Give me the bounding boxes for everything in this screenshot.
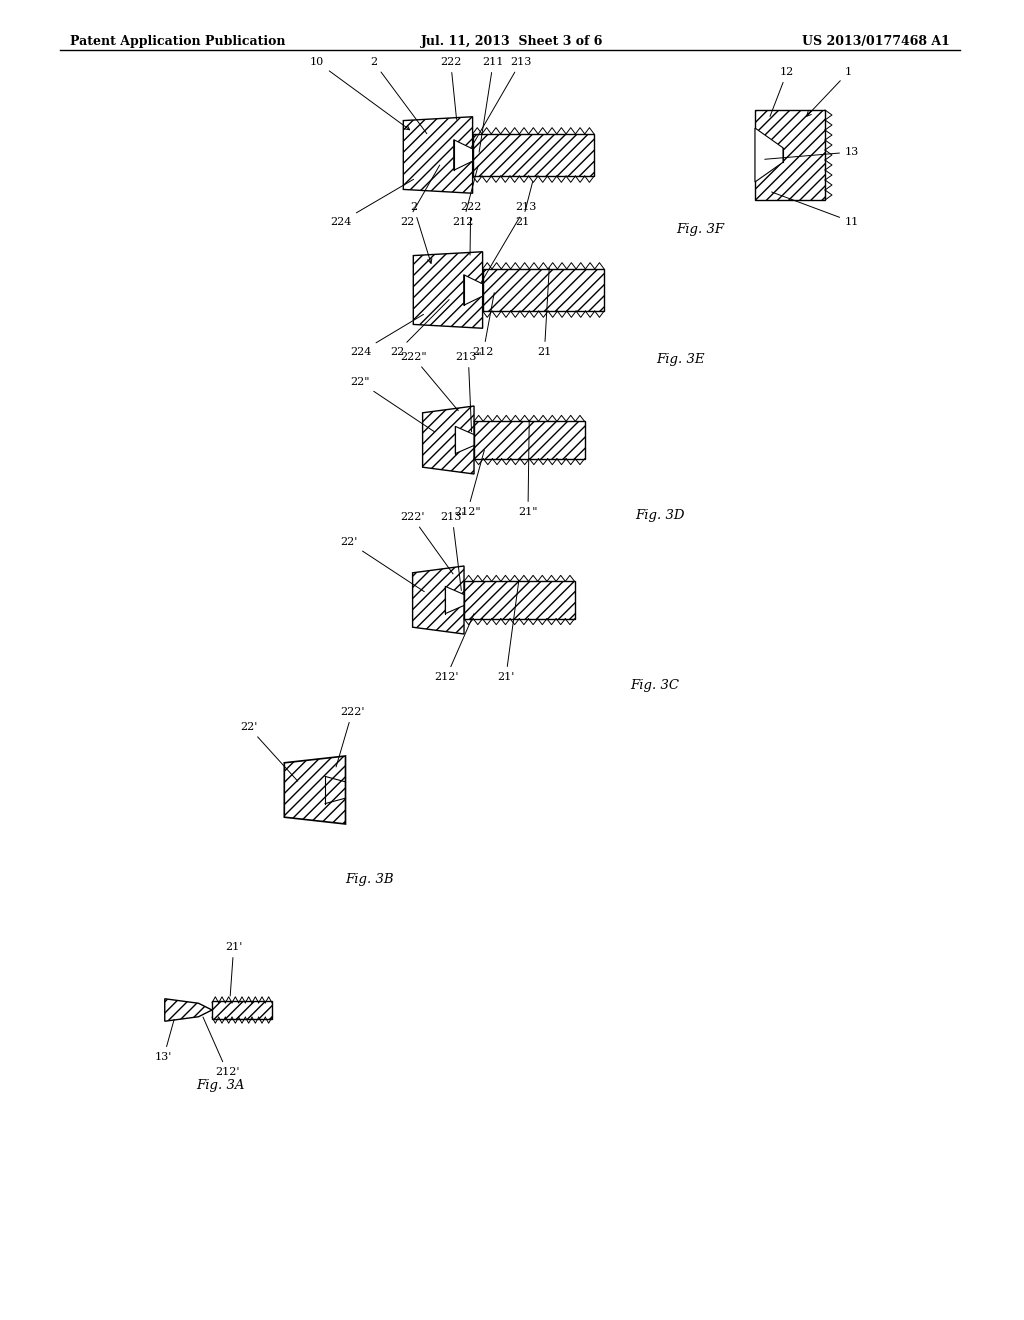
Polygon shape [285,756,345,824]
Text: 222: 222 [440,57,462,119]
Text: 22: 22 [390,300,450,356]
Text: 21: 21 [515,182,532,227]
Bar [464,581,574,619]
Text: 21': 21' [498,579,519,682]
Text: Fig. 3E: Fig. 3E [655,354,705,367]
Polygon shape [423,407,474,474]
Bar [474,421,585,459]
Text: 212': 212' [203,1016,240,1077]
Text: 22": 22" [350,378,434,432]
Text: 2: 2 [370,57,427,133]
Text: 224: 224 [350,314,424,356]
Text: 211: 211 [479,57,504,152]
Bar [473,133,594,176]
Text: 212": 212" [454,450,484,517]
Text: 213: 213 [471,57,531,148]
Text: 10: 10 [310,57,410,129]
Polygon shape [454,140,473,170]
Text: Fig. 3F: Fig. 3F [676,223,724,236]
Text: 213': 213' [440,512,465,590]
Text: 222': 222' [400,512,453,574]
Text: 222": 222" [400,352,458,411]
Text: 2: 2 [410,202,432,264]
Text: Patent Application Publication: Patent Application Publication [70,36,286,48]
Polygon shape [755,110,825,201]
Text: Fig. 3B: Fig. 3B [346,874,394,887]
Text: 213": 213" [455,352,481,432]
Text: 21: 21 [538,268,552,356]
Text: Jul. 11, 2013  Sheet 3 of 6: Jul. 11, 2013 Sheet 3 of 6 [421,36,603,48]
Bar [482,269,604,312]
Text: 12: 12 [770,67,795,116]
Text: Fig. 3A: Fig. 3A [196,1078,245,1092]
Bar [212,1001,272,1019]
Polygon shape [403,116,473,193]
Text: 22: 22 [400,165,439,227]
Polygon shape [165,999,212,1022]
Text: 213: 213 [481,202,537,282]
Text: 222: 222 [460,202,481,255]
Text: 11: 11 [772,191,859,227]
Text: 22': 22' [240,722,298,781]
Text: 222': 222' [336,708,365,767]
Text: 22': 22' [340,537,424,591]
Text: 224: 224 [330,180,414,227]
Polygon shape [464,275,482,305]
Text: Fig. 3D: Fig. 3D [635,508,685,521]
Text: 212: 212 [473,293,495,356]
Text: Fig. 3C: Fig. 3C [631,678,680,692]
Text: 13: 13 [765,147,859,160]
Polygon shape [755,128,783,182]
Text: 212: 212 [453,166,478,227]
Polygon shape [456,426,474,454]
Polygon shape [445,586,464,614]
Text: 21': 21' [225,942,243,997]
Text: US 2013/0177468 A1: US 2013/0177468 A1 [802,36,950,48]
Text: 1: 1 [807,67,852,116]
Text: 21": 21" [518,420,538,517]
Polygon shape [413,566,464,634]
Text: 212': 212' [434,614,474,682]
Text: 13': 13' [155,1019,174,1063]
Polygon shape [414,252,482,329]
